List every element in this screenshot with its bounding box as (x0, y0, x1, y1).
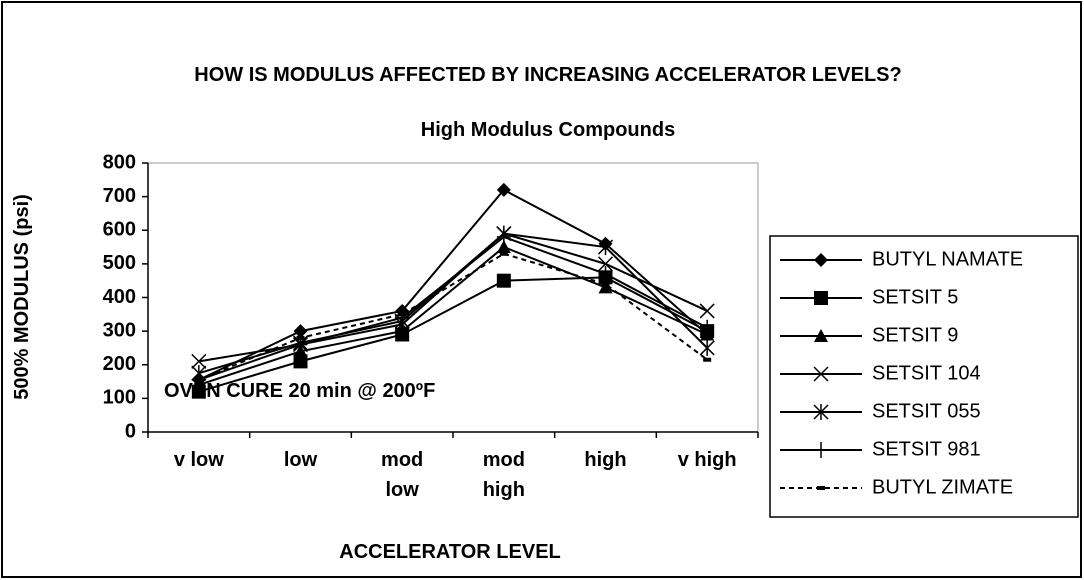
marker (496, 182, 511, 197)
marker-shape (395, 324, 410, 338)
marker-shape (814, 291, 828, 305)
marker-shape (496, 182, 511, 197)
series-line (198, 276, 708, 393)
marker-shape (398, 312, 407, 317)
y-tick-label: 500 (103, 252, 136, 274)
marker (398, 312, 407, 317)
marker (496, 228, 511, 245)
marker-shape (293, 324, 308, 339)
marker-shape (194, 377, 203, 382)
marker-stroke (813, 366, 829, 382)
marker (191, 353, 207, 369)
x-tick-label: mod low (381, 449, 424, 501)
x-tick-label: v low (173, 449, 224, 471)
y-tick-label: 0 (125, 420, 136, 442)
marker (814, 329, 828, 342)
marker-shape (293, 354, 308, 369)
marker (293, 354, 308, 369)
marker-shape (814, 329, 828, 342)
marker (813, 404, 829, 420)
y-tick-label: 300 (103, 319, 136, 341)
x-tick-label: v high (677, 449, 737, 471)
marker (194, 377, 203, 382)
marker (814, 442, 828, 458)
series-line (198, 252, 708, 381)
y-tick-label: 600 (103, 219, 136, 241)
marker (814, 253, 828, 267)
series-line (198, 235, 708, 381)
marker-shape (496, 240, 511, 254)
legend-label: SETSIT 9 (872, 324, 958, 346)
marker (395, 324, 410, 338)
marker-shape (598, 280, 613, 294)
y-tick-label: 400 (103, 286, 136, 308)
x-tick-label: high (584, 449, 627, 471)
marker-stroke (699, 303, 715, 319)
marker-shape (499, 251, 508, 256)
series-line (198, 245, 708, 386)
marker (499, 251, 508, 256)
series-line (198, 188, 708, 381)
marker (296, 335, 305, 340)
y-tick-label: 200 (103, 353, 136, 375)
chart-subtitle: High Modulus Compounds (420, 119, 676, 141)
marker-shape (817, 486, 825, 490)
y-axis-label: 500% MODULUS (psi) (11, 194, 33, 400)
legend-label: SETSIT 055 (872, 400, 981, 422)
marker (700, 319, 715, 336)
marker-shape (703, 357, 712, 362)
marker (601, 282, 610, 287)
marker (597, 256, 614, 272)
marker (496, 240, 511, 254)
annotation: OVEN CURE 20 min @ 200ºF (164, 380, 436, 402)
legend-label: SETSIT 104 (872, 362, 981, 384)
marker-stroke (597, 256, 614, 272)
y-tick-label: 100 (103, 387, 136, 409)
marker (496, 273, 511, 288)
marker (598, 265, 613, 282)
y-tick-label: 800 (103, 151, 136, 173)
x-tick-label: low (283, 449, 318, 471)
marker (598, 280, 613, 294)
y-tick-label: 700 (103, 185, 136, 207)
marker-stroke (191, 353, 207, 369)
marker (813, 366, 829, 382)
marker (699, 303, 715, 319)
x-axis-label: ACCELERATOR LEVEL (339, 541, 561, 563)
marker-shape (601, 282, 610, 287)
x-tick-label: mod high (482, 449, 525, 501)
marker (703, 357, 712, 362)
marker (814, 291, 828, 305)
marker (293, 324, 308, 339)
legend-box (769, 235, 1079, 518)
marker (699, 339, 715, 356)
legend-label: SETSIT 5 (872, 286, 958, 308)
marker-shape (496, 273, 511, 288)
chart-title: HOW IS MODULUS AFFECTED BY INCREASING AC… (194, 64, 902, 86)
legend-label: SETSIT 981 (872, 438, 981, 460)
legend-label: BUTYL ZIMATE (872, 476, 1013, 498)
marker (817, 486, 825, 490)
legend-label: BUTYL NAMATE (872, 248, 1023, 270)
marker (597, 239, 614, 256)
marker-shape (296, 335, 305, 340)
marker-shape (814, 253, 828, 267)
